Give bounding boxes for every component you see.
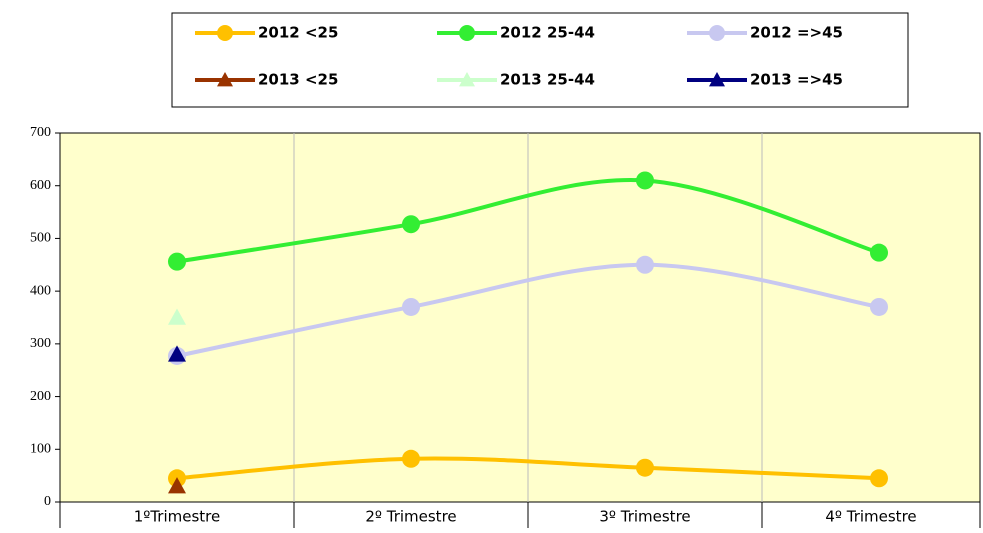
y-tick-label: 200 (30, 389, 51, 404)
y-tick-label: 600 (30, 178, 51, 193)
data-point (636, 255, 654, 274)
data-point (168, 252, 186, 271)
y-tick-label: 0 (44, 494, 51, 509)
y-tick-label: 700 (30, 125, 51, 140)
data-point (870, 469, 888, 488)
x-tick-label: 3º Trimestre (599, 508, 690, 526)
legend-marker (217, 72, 233, 87)
y-tick-label: 400 (30, 283, 51, 298)
data-point (636, 171, 654, 190)
legend-marker (709, 72, 725, 87)
legend-label: 2013 =>45 (750, 71, 843, 89)
x-tick-label: 4º Trimestre (825, 508, 916, 526)
data-point (402, 215, 420, 234)
y-tick-label: 100 (30, 442, 51, 457)
y-tick-label: 300 (30, 336, 51, 351)
legend-label: 2012 <25 (258, 24, 338, 42)
series-line (176, 178, 880, 264)
legend-marker (459, 25, 475, 41)
y-tick-label: 500 (30, 231, 51, 246)
series-line (176, 456, 880, 481)
x-tick-label: 1ºTrimestre (134, 508, 221, 526)
data-point (870, 243, 888, 262)
data-point (168, 308, 186, 325)
legend-box (171, 12, 909, 108)
data-point (168, 345, 186, 362)
data-point (870, 297, 888, 316)
data-point (402, 297, 420, 316)
legend-label: 2012 =>45 (750, 24, 843, 42)
legend-marker (217, 25, 233, 41)
x-tick-label: 2º Trimestre (365, 508, 456, 526)
series-line (176, 262, 880, 358)
data-point (636, 458, 654, 477)
legend-marker (709, 25, 725, 41)
data-point (168, 477, 186, 494)
legend-marker (459, 72, 475, 87)
legend-label: 2012 25-44 (500, 24, 595, 42)
legend-label: 2013 25-44 (500, 71, 595, 89)
data-point (402, 449, 420, 468)
plot-area (59, 132, 981, 503)
legend-label: 2013 <25 (258, 71, 338, 89)
